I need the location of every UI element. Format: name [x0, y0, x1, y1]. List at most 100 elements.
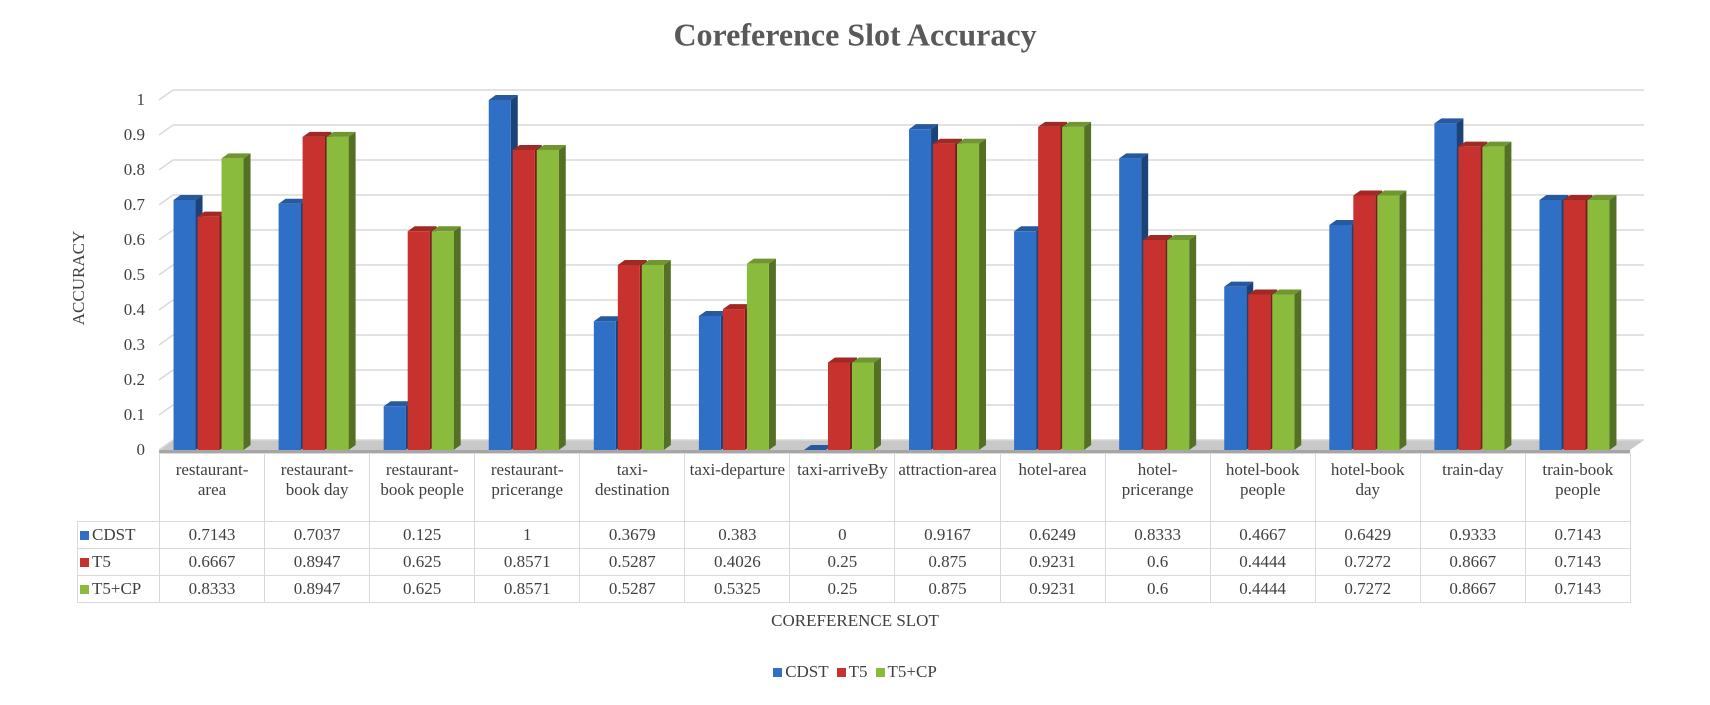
y-tick-label: 0.7: [124, 195, 146, 214]
legend-label: T5: [848, 662, 868, 681]
y-tick-label: 0.9: [124, 125, 145, 144]
legend-key: [836, 668, 846, 677]
grid-stub: [158, 264, 174, 276]
series-name: T5: [92, 552, 111, 571]
y-tick-label: 0.4: [124, 300, 146, 319]
x-tick-label: hotel-book day: [1314, 453, 1421, 522]
table-cell: 0.8947: [264, 575, 371, 603]
table-cell: 0.4026: [684, 548, 791, 576]
x-tick-label: train-day: [1419, 453, 1526, 522]
bar: [1434, 123, 1457, 450]
bar: [1377, 195, 1400, 450]
bar: [827, 362, 850, 450]
bar: [407, 231, 430, 450]
bar-top: [1587, 194, 1617, 200]
x-tick-label: taxi-departure: [684, 453, 791, 522]
table-cell: 0.8667: [1419, 548, 1526, 576]
bar: [957, 143, 980, 450]
x-tick-label: train-book people: [1524, 453, 1631, 522]
bar: [1563, 199, 1586, 450]
bar-top: [851, 357, 881, 363]
table-cell: 0.6249: [999, 521, 1106, 549]
bar: [431, 231, 454, 450]
table-cell: 0.9231: [999, 548, 1106, 576]
bar-top: [1329, 219, 1359, 225]
legend-item: T5: [836, 662, 868, 681]
bar-top: [827, 357, 857, 363]
table-cell: 0.7037: [264, 521, 371, 549]
bar-top: [407, 226, 437, 232]
bar-side: [558, 145, 566, 450]
grid-stub: [158, 299, 174, 311]
table-cell: 0: [789, 521, 896, 549]
grid-stub: [158, 229, 174, 241]
table-cell: 0.6: [1104, 548, 1211, 576]
bar: [933, 143, 956, 450]
bar: [593, 321, 616, 450]
table-cell: 1: [474, 521, 581, 549]
bar-top: [536, 145, 566, 151]
x-tick-label: restaurant-pricerange: [474, 453, 581, 522]
table-cell: 0.7272: [1314, 548, 1421, 576]
bar: [909, 129, 932, 450]
x-tick-label: restaurant-area: [158, 453, 266, 522]
table-cell: 0.4444: [1209, 575, 1316, 603]
x-axis-title: COREFERENCE SLOT: [771, 611, 939, 630]
table-row: CDST 0.7143 0.7037 0.125 1 0.3679 0.383 0 0.9167…: [77, 521, 1631, 549]
bar-top: [722, 304, 752, 310]
bar-top: [1119, 153, 1149, 159]
bar-top: [1014, 226, 1044, 232]
table-cell: 0.4444: [1209, 548, 1316, 576]
bar-top: [1539, 194, 1569, 200]
bar-side: [1294, 289, 1302, 450]
table-row: T5+CP 0.8333 0.8947 0.625 0.8571 0.5287 0.5325…: [77, 575, 1631, 603]
table-cell: 0.9231: [999, 575, 1106, 603]
grid-stub: [158, 159, 174, 171]
table-cell: 0.6429: [1314, 521, 1421, 549]
bar: [1248, 294, 1271, 450]
bar-top: [488, 95, 518, 100]
table-cell: 0.7143: [1524, 575, 1631, 603]
bar-top: [617, 259, 647, 265]
y-tick-label: 0.6: [124, 230, 145, 249]
bar: [746, 263, 769, 450]
table-cell: 0.9333: [1419, 521, 1526, 549]
bar-side: [1084, 121, 1092, 450]
y-tick-label: 1: [137, 90, 146, 109]
bar: [851, 362, 874, 450]
legend-key: [875, 668, 885, 677]
bar: [302, 136, 325, 451]
bar: [383, 406, 406, 450]
bar-top: [1482, 141, 1512, 147]
data-table: restaurant-area restaurant-book day restau…: [77, 453, 1631, 603]
bar-side: [1399, 190, 1407, 451]
grid-stub: [158, 369, 174, 381]
series-name: T5+CP: [92, 579, 142, 598]
bar-side: [453, 226, 461, 450]
table-cell: 0.8333: [158, 575, 266, 603]
table-cell: 0.7272: [1314, 575, 1421, 603]
table-cell: 0.4667: [1209, 521, 1316, 549]
bar-top: [173, 194, 203, 200]
bar-top: [1563, 194, 1593, 200]
bar-side: [243, 153, 251, 450]
table-cell: 0.125: [369, 521, 476, 549]
table-cell: 0.8667: [1419, 575, 1526, 603]
series-name: CDST: [92, 525, 136, 544]
bar-top: [1458, 141, 1488, 147]
table-cell: 0.7143: [1524, 548, 1631, 576]
legend-key: [80, 585, 89, 594]
y-tick-label: 0: [137, 440, 146, 459]
bar-top: [909, 124, 939, 130]
bar-top: [1248, 289, 1278, 295]
bar-top: [1224, 281, 1254, 287]
bar: [1038, 126, 1061, 450]
bar: [536, 150, 559, 450]
bar: [1329, 224, 1352, 450]
bar-top: [383, 401, 413, 407]
bar-side: [1189, 235, 1197, 450]
table-cell: 0.383: [684, 521, 791, 549]
bar: [617, 264, 640, 450]
